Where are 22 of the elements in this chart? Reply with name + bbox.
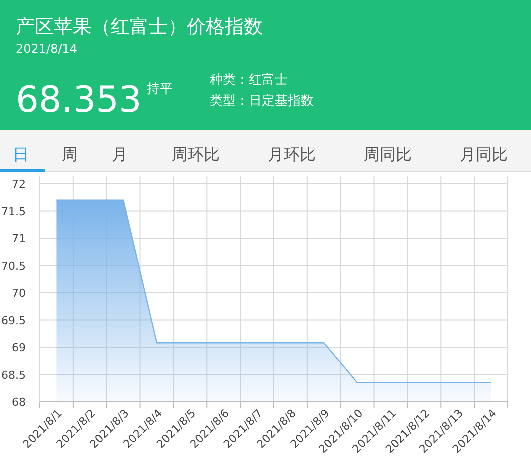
text: 月环比 [268,145,316,164]
text: 日 [13,145,29,164]
y-tick-label: 68.5 [2,368,26,382]
text: 种类：红富士 [210,72,288,88]
chart-title: 产区苹果（红富士）价格指数 [16,16,263,38]
y-tick-label: 70.5 [2,260,26,273]
y-tick-label: 68 [12,396,26,409]
text: 周环比 [172,145,220,164]
text: 月 [112,145,128,164]
text: 持平 [146,82,173,97]
y-tick-label: 69 [12,342,26,354]
y-tick-label: 72 [12,178,26,191]
text: 类型：日定基指数 [210,94,314,109]
text: 月同比 [460,145,508,164]
y-tick-label: 69.5 [2,314,26,328]
y-tick-label: 71 [12,232,26,246]
y-tick-label: 70 [12,287,26,300]
text: 周同比 [364,145,412,164]
text: 68.353 [16,80,142,121]
text: 周 [62,145,78,164]
chart-subtitle: 2021/8/14 [16,42,78,56]
y-tick-label: 71.5 [2,205,26,218]
